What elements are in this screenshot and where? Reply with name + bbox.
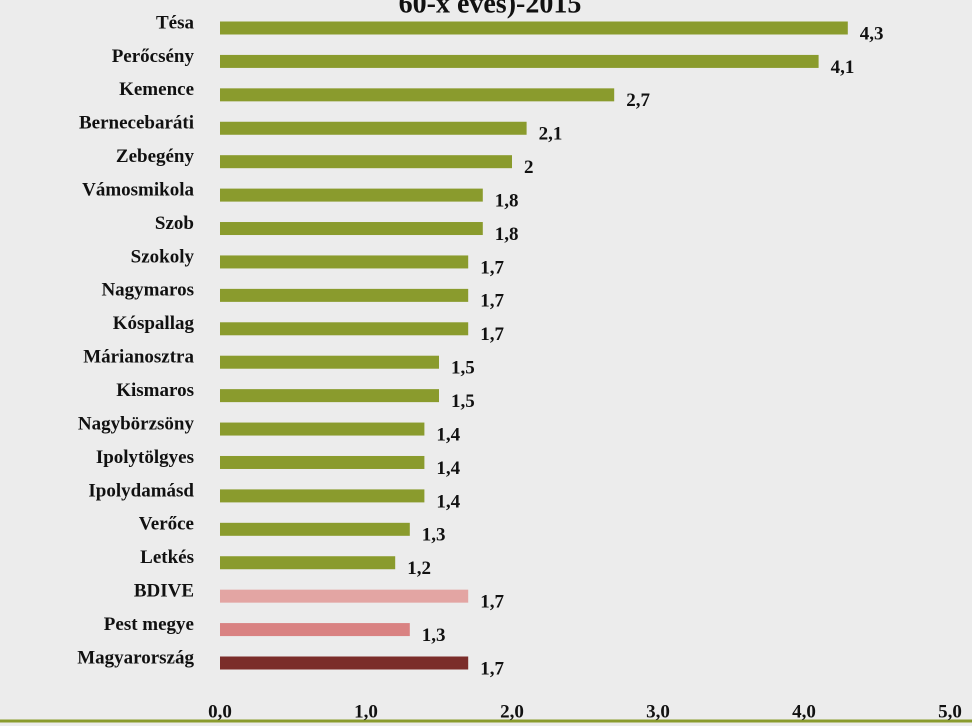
chart-title: 60-x éves)-2015 [399,0,582,19]
value-label: 1,3 [422,525,446,546]
bar [220,389,439,403]
y-tick-label: Kismaros [116,380,194,401]
y-tick-label: Letkés [140,547,194,568]
bar [220,155,512,169]
value-label: 1,4 [436,424,460,445]
value-label: 1,5 [451,391,475,412]
x-tick-label: 1,0 [354,701,378,722]
bar [220,255,469,269]
value-label: 2,7 [626,90,650,111]
bar [220,21,848,35]
value-label: 2,1 [539,124,563,145]
value-label: 1,7 [480,658,504,679]
y-tick-label: Vámosmikola [82,179,194,200]
bar [220,121,527,135]
x-tick-label: 5,0 [938,701,962,722]
y-tick-label: Nagybörzsöny [78,413,195,434]
value-label: 1,4 [436,491,460,512]
y-tick-label: Magyarország [77,647,194,668]
bar [220,355,439,369]
bar [220,422,425,436]
y-tick-label: Bernecebaráti [79,113,194,134]
bar [220,222,483,236]
x-tick-label: 0,0 [208,701,232,722]
y-tick-label: Ipolydamásd [88,480,194,501]
value-label: 4,1 [831,57,855,78]
bar [220,54,819,68]
value-label: 2 [524,157,534,178]
y-tick-label: Pest megye [104,614,194,635]
value-label: 1,5 [451,358,475,379]
bar [220,522,410,536]
value-label: 1,2 [407,558,431,579]
bar [220,288,469,302]
value-label: 1,8 [495,224,519,245]
value-label: 1,4 [436,458,460,479]
bar [220,589,469,603]
y-tick-label: Verőce [139,514,194,535]
bar [220,656,469,670]
y-tick-label: Zebegény [116,146,195,167]
y-tick-label: Kemence [119,79,194,100]
bar [220,489,425,503]
bar [220,455,425,469]
value-label: 4,3 [860,23,884,44]
value-label: 1,7 [480,592,504,613]
y-tick-label: Szob [155,213,194,234]
y-tick-label: Tésa [156,12,195,33]
bar [220,88,615,102]
value-label: 1,8 [495,190,519,211]
y-tick-label: Szokoly [131,246,195,267]
x-tick-label: 2,0 [500,701,524,722]
value-label: 1,7 [480,257,504,278]
bar [220,322,469,336]
x-tick-label: 3,0 [646,701,670,722]
y-tick-label: Kóspallag [113,313,195,334]
y-tick-label: Ipolytölgyes [96,447,194,468]
value-label: 1,7 [480,324,504,345]
bar [220,556,396,570]
y-tick-label: Márianosztra [83,347,194,368]
y-tick-label: Perőcsény [112,46,195,67]
y-tick-label: Nagymaros [101,280,194,301]
value-label: 1,3 [422,625,446,646]
bar [220,623,410,637]
bar [220,188,483,202]
x-tick-label: 4,0 [792,701,816,722]
value-label: 1,7 [480,291,504,312]
y-tick-label: BDIVE [134,581,194,602]
